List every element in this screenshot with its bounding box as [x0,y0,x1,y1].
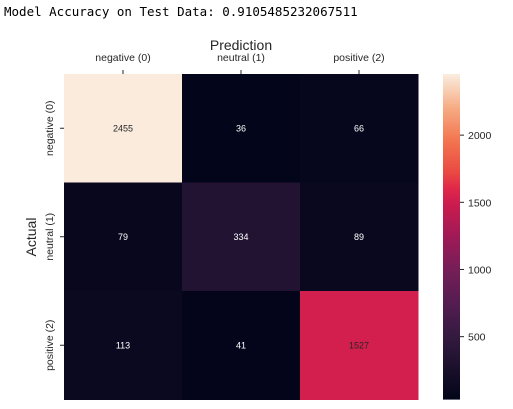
cell-value-label: 1527 [349,340,369,350]
x-axis-ticks: negative (0) neutral (1) positive (2) [95,52,384,74]
x-tick-label: negative (0) [95,52,150,64]
y-tick-label: neutral (1) [44,213,56,261]
y-tick-label: negative (0) [44,101,56,156]
colorbar-tick-label: 2000 [468,130,492,142]
y-axis-title: Actual [23,218,39,257]
cell-value-label: 89 [354,232,364,242]
colorbar-segment [443,397,460,400]
cell-value-label: 113 [116,340,130,350]
y-axis-ticks: negative (0) neutral (1) positive (2) [44,101,64,371]
cell-value-label: 79 [118,232,128,242]
x-axis-title: Prediction [210,37,272,53]
y-tick-label: positive (2) [44,320,56,371]
cell-value-label: 36 [236,123,246,133]
colorbar-tick-label: 1000 [468,264,492,276]
cell-value-label: 66 [354,123,364,133]
colorbar-tick-label: 1500 [468,197,492,209]
x-tick-label: positive (2) [333,52,384,64]
cell-value-label: 41 [236,340,246,350]
cell-value-label: 2455 [113,123,133,133]
colorbar-tick-label: 500 [468,332,486,344]
cell-value-label: 334 [233,232,248,242]
colorbar: 500 1000 1500 2000 [443,74,492,400]
heatmap-cells: 2455 36 66 79 334 89 113 41 1527 [64,74,419,400]
x-tick-label: neutral (1) [217,52,265,64]
